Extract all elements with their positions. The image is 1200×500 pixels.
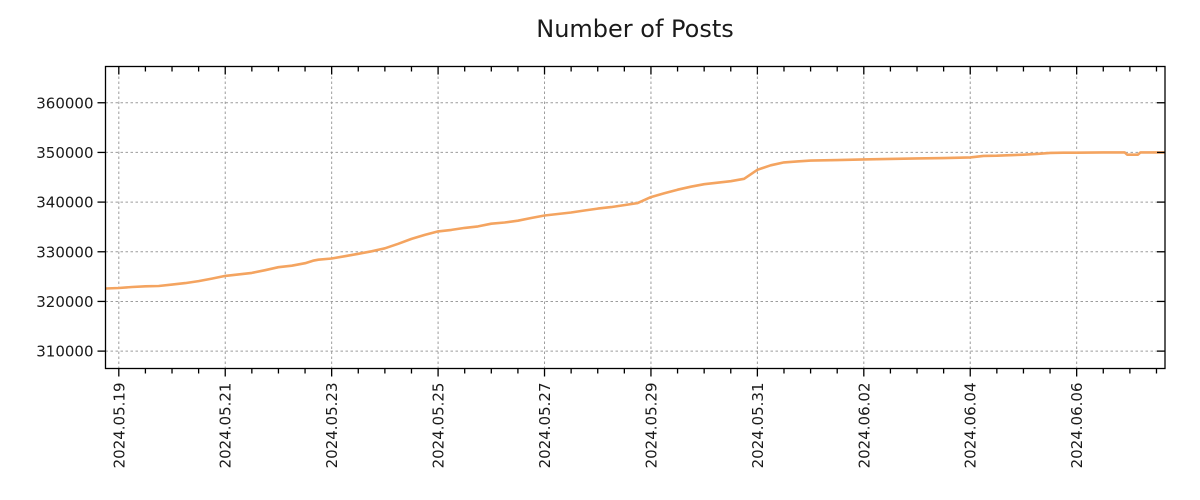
plot-border — [104, 65, 1166, 370]
y-tick-label: 330000 — [36, 243, 93, 261]
x-tick-label: 2024.05.29 — [642, 383, 660, 469]
series — [105, 151, 1165, 290]
x-tick-label: 2024.05.25 — [430, 383, 448, 469]
x-tick-label: 2024.05.21 — [217, 383, 235, 469]
x-tick-label: 2024.06.06 — [1068, 383, 1086, 469]
y-tick-label: 350000 — [36, 144, 93, 162]
y-tick-label: 310000 — [36, 343, 93, 361]
x-tick-label: 2024.05.23 — [323, 383, 341, 469]
gridlines — [105, 66, 1165, 369]
x-tick-label: 2024.05.31 — [749, 383, 767, 469]
x-tick-label: 2024.06.02 — [855, 383, 873, 469]
x-tick-label: 2024.05.27 — [536, 383, 554, 469]
y-tick-labels: 310000 320000 330000 340000 350000 360000 — [36, 94, 93, 360]
axis-ticks — [97, 66, 1165, 377]
series-line-number-of-posts — [105, 151, 1165, 290]
x-tick-labels: 2024.05.19 2024.05.21 2024.05.23 2024.05.25… — [110, 383, 1086, 469]
y-tick-label: 360000 — [36, 94, 93, 112]
x-tick-label: 2024.05.19 — [110, 383, 128, 469]
plot-border — [104, 65, 1166, 370]
y-tick-label: 320000 — [36, 293, 93, 311]
x-tick-label: 2024.06.04 — [962, 383, 980, 469]
y-tick-label: 340000 — [36, 194, 93, 212]
chart-title: Number of Posts — [536, 15, 734, 43]
